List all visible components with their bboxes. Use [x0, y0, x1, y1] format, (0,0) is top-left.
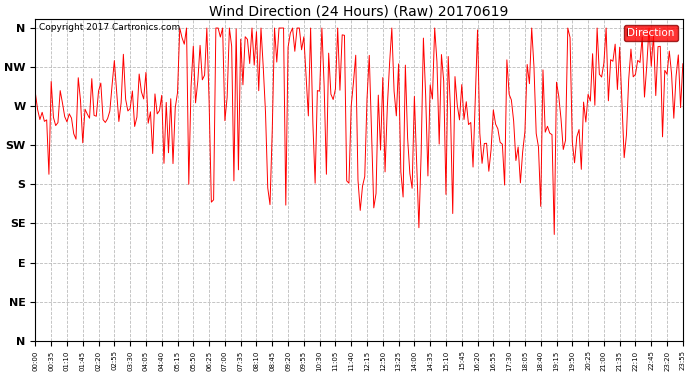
Legend: Direction: Direction — [624, 24, 678, 41]
Text: Copyright 2017 Cartronics.com: Copyright 2017 Cartronics.com — [39, 22, 180, 32]
Title: Wind Direction (24 Hours) (Raw) 20170619: Wind Direction (24 Hours) (Raw) 20170619 — [210, 4, 509, 18]
